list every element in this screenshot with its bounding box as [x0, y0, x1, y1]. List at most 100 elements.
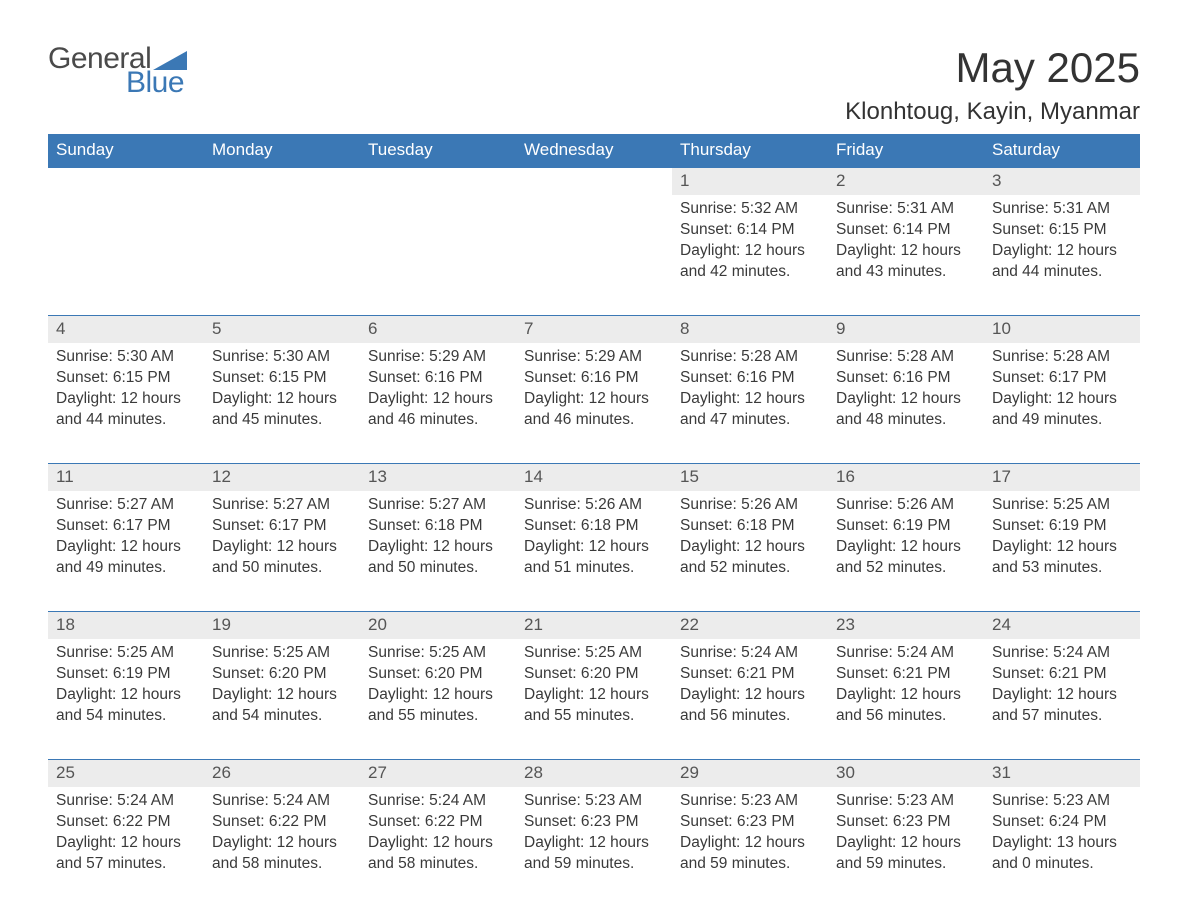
day-number: 24	[984, 612, 1140, 639]
sunset-line: Sunset: 6:22 PM	[56, 812, 196, 833]
day-number: 8	[672, 316, 828, 343]
calendar-cell: 6Sunrise: 5:29 AMSunset: 6:16 PMDaylight…	[360, 316, 516, 464]
day-number: 4	[48, 316, 204, 343]
sunrise-line: Sunrise: 5:32 AM	[680, 199, 820, 220]
day-number: 14	[516, 464, 672, 491]
sunset-line: Sunset: 6:22 PM	[212, 812, 352, 833]
day-number: 2	[828, 168, 984, 195]
header: General Blue May 2025 Klonhtoug, Kayin, …	[48, 44, 1140, 126]
day-details: Sunrise: 5:25 AMSunset: 6:19 PMDaylight:…	[48, 639, 204, 733]
day-number: 23	[828, 612, 984, 639]
sunrise-line: Sunrise: 5:25 AM	[56, 643, 196, 664]
daylight-line: Daylight: 12 hours and 59 minutes.	[836, 833, 976, 875]
calendar-cell: 29Sunrise: 5:23 AMSunset: 6:23 PMDayligh…	[672, 760, 828, 881]
sunrise-line: Sunrise: 5:23 AM	[524, 791, 664, 812]
day-number: 18	[48, 612, 204, 639]
calendar-cell: 14Sunrise: 5:26 AMSunset: 6:18 PMDayligh…	[516, 464, 672, 612]
sunrise-line: Sunrise: 5:25 AM	[368, 643, 508, 664]
day-details: Sunrise: 5:25 AMSunset: 6:20 PMDaylight:…	[204, 639, 360, 733]
day-number: 11	[48, 464, 204, 491]
day-number: 25	[48, 760, 204, 787]
sunset-line: Sunset: 6:16 PM	[836, 368, 976, 389]
sunset-line: Sunset: 6:23 PM	[524, 812, 664, 833]
calendar-cell: 30Sunrise: 5:23 AMSunset: 6:23 PMDayligh…	[828, 760, 984, 881]
day-details: Sunrise: 5:24 AMSunset: 6:22 PMDaylight:…	[48, 787, 204, 881]
sunrise-line: Sunrise: 5:28 AM	[680, 347, 820, 368]
daylight-line: Daylight: 12 hours and 59 minutes.	[680, 833, 820, 875]
day-details: Sunrise: 5:25 AMSunset: 6:19 PMDaylight:…	[984, 491, 1140, 585]
day-details: Sunrise: 5:26 AMSunset: 6:18 PMDaylight:…	[516, 491, 672, 585]
sunrise-line: Sunrise: 5:24 AM	[836, 643, 976, 664]
location-subtitle: Klonhtoug, Kayin, Myanmar	[845, 98, 1140, 126]
calendar-cell: 31Sunrise: 5:23 AMSunset: 6:24 PMDayligh…	[984, 760, 1140, 881]
sunrise-line: Sunrise: 5:24 AM	[368, 791, 508, 812]
daylight-line: Daylight: 12 hours and 51 minutes.	[524, 537, 664, 579]
sunrise-line: Sunrise: 5:25 AM	[212, 643, 352, 664]
sunset-line: Sunset: 6:21 PM	[836, 664, 976, 685]
daylight-line: Daylight: 12 hours and 44 minutes.	[992, 241, 1132, 283]
sunset-line: Sunset: 6:19 PM	[992, 516, 1132, 537]
calendar-cell: 23 Sunrise: 5:24 AMSunset: 6:21 PMDayligh…	[828, 612, 984, 760]
sunset-line: Sunset: 6:21 PM	[992, 664, 1132, 685]
daylight-line: Daylight: 12 hours and 56 minutes.	[836, 685, 976, 727]
sunset-line: Sunset: 6:15 PM	[212, 368, 352, 389]
weekday-header: Friday	[828, 134, 984, 168]
day-number: 20	[360, 612, 516, 639]
day-number: 7	[516, 316, 672, 343]
sunset-line: Sunset: 6:20 PM	[524, 664, 664, 685]
sunset-line: Sunset: 6:16 PM	[524, 368, 664, 389]
daylight-line: Daylight: 12 hours and 47 minutes.	[680, 389, 820, 431]
day-details: Sunrise: 5:27 AMSunset: 6:18 PMDaylight:…	[360, 491, 516, 585]
daylight-line: Daylight: 12 hours and 46 minutes.	[524, 389, 664, 431]
weekday-header: Tuesday	[360, 134, 516, 168]
day-number: 31	[984, 760, 1140, 787]
day-details: Sunrise: 5:32 AMSunset: 6:14 PMDaylight:…	[672, 195, 828, 289]
day-number: 22	[672, 612, 828, 639]
calendar-cell: 9Sunrise: 5:28 AMSunset: 6:16 PMDaylight…	[828, 316, 984, 464]
day-number: 17	[984, 464, 1140, 491]
sunset-line: Sunset: 6:17 PM	[212, 516, 352, 537]
calendar-cell: 10Sunrise: 5:28 AMSunset: 6:17 PMDayligh…	[984, 316, 1140, 464]
weekday-header: Thursday	[672, 134, 828, 168]
calendar-week-row: 11Sunrise: 5:27 AMSunset: 6:17 PMDayligh…	[48, 464, 1140, 612]
day-details: Sunrise: 5:23 AMSunset: 6:23 PMDaylight:…	[516, 787, 672, 881]
sunset-line: Sunset: 6:16 PM	[680, 368, 820, 389]
calendar-cell: 17Sunrise: 5:25 AMSunset: 6:19 PMDayligh…	[984, 464, 1140, 612]
daylight-line: Daylight: 12 hours and 57 minutes.	[992, 685, 1132, 727]
sunset-line: Sunset: 6:18 PM	[368, 516, 508, 537]
weekday-header-row: SundayMondayTuesdayWednesdayThursdayFrid…	[48, 134, 1140, 168]
daylight-line: Daylight: 12 hours and 58 minutes.	[212, 833, 352, 875]
day-details: Sunrise: 5:27 AMSunset: 6:17 PMDaylight:…	[48, 491, 204, 585]
sunset-line: Sunset: 6:15 PM	[992, 220, 1132, 241]
sunrise-line: Sunrise: 5:31 AM	[836, 199, 976, 220]
sunset-line: Sunset: 6:18 PM	[524, 516, 664, 537]
calendar-week-row: 25Sunrise: 5:24 AMSunset: 6:22 PMDayligh…	[48, 760, 1140, 881]
daylight-line: Daylight: 12 hours and 54 minutes.	[56, 685, 196, 727]
sunrise-line: Sunrise: 5:25 AM	[992, 495, 1132, 516]
day-details: Sunrise: 5:30 AMSunset: 6:15 PMDaylight:…	[48, 343, 204, 437]
sunset-line: Sunset: 6:22 PM	[368, 812, 508, 833]
calendar-cell: 26Sunrise: 5:24 AMSunset: 6:22 PMDayligh…	[204, 760, 360, 881]
day-details: Sunrise: 5:26 AMSunset: 6:19 PMDaylight:…	[828, 491, 984, 585]
calendar-cell-empty	[516, 168, 672, 316]
daylight-line: Daylight: 12 hours and 59 minutes.	[524, 833, 664, 875]
logo: General Blue	[48, 44, 187, 98]
day-details: Sunrise: 5:30 AMSunset: 6:15 PMDaylight:…	[204, 343, 360, 437]
sunrise-line: Sunrise: 5:23 AM	[836, 791, 976, 812]
sunrise-line: Sunrise: 5:28 AM	[992, 347, 1132, 368]
day-details: Sunrise: 5:24 AMSunset: 6:22 PMDaylight:…	[360, 787, 516, 881]
calendar-cell: 2Sunrise: 5:31 AMSunset: 6:14 PMDaylight…	[828, 168, 984, 316]
daylight-line: Daylight: 12 hours and 54 minutes.	[212, 685, 352, 727]
sunset-line: Sunset: 6:19 PM	[56, 664, 196, 685]
sunset-line: Sunset: 6:14 PM	[836, 220, 976, 241]
sunset-line: Sunset: 6:17 PM	[992, 368, 1132, 389]
calendar-cell: 13Sunrise: 5:27 AMSunset: 6:18 PMDayligh…	[360, 464, 516, 612]
calendar-cell: 25Sunrise: 5:24 AMSunset: 6:22 PMDayligh…	[48, 760, 204, 881]
daylight-line: Daylight: 12 hours and 57 minutes.	[56, 833, 196, 875]
day-number: 27	[360, 760, 516, 787]
daylight-line: Daylight: 12 hours and 49 minutes.	[56, 537, 196, 579]
daylight-line: Daylight: 12 hours and 50 minutes.	[368, 537, 508, 579]
calendar-cell: 8 Sunrise: 5:28 AMSunset: 6:16 PMDaylight…	[672, 316, 828, 464]
sunset-line: Sunset: 6:20 PM	[368, 664, 508, 685]
sunrise-line: Sunrise: 5:27 AM	[56, 495, 196, 516]
